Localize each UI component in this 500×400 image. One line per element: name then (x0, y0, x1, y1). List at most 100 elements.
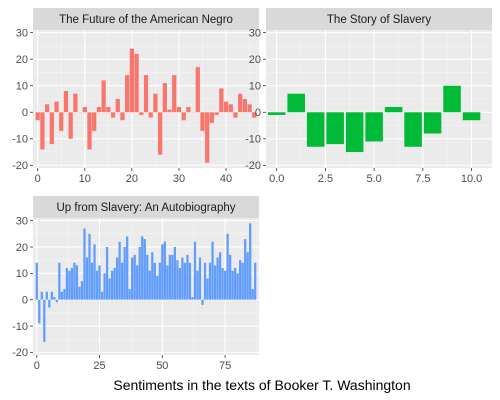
bar (176, 106, 182, 113)
bar (156, 275, 159, 300)
bar (60, 291, 64, 300)
bar (163, 241, 166, 300)
bar (219, 88, 224, 113)
bar (251, 289, 254, 300)
bar (166, 265, 169, 300)
bar (133, 254, 136, 300)
bar (195, 67, 200, 113)
x-tick-label: 10 (79, 173, 91, 185)
bar (186, 254, 189, 300)
bar (65, 268, 69, 300)
bar (49, 112, 54, 145)
x-tick-label: 7.5 (415, 173, 430, 185)
bar (158, 262, 161, 300)
bar (241, 262, 244, 300)
bar (129, 48, 134, 113)
x-tick-label: 75 (219, 360, 231, 372)
bar (213, 265, 217, 300)
bar (186, 106, 191, 113)
bar (181, 112, 186, 121)
y-tick-label: 0 (22, 107, 28, 119)
bar (105, 246, 109, 300)
x-tick-label: 10.0 (461, 173, 482, 185)
bar (267, 112, 286, 115)
bar (254, 262, 257, 300)
y-tick-label: -20 (12, 160, 28, 172)
bar (75, 265, 79, 300)
bar (55, 299, 58, 303)
bar (87, 112, 92, 150)
x-tick-label: 20 (126, 173, 138, 185)
bar (158, 112, 163, 155)
bar (214, 112, 219, 115)
bar (50, 291, 53, 300)
bar (231, 270, 234, 300)
bar (171, 254, 174, 300)
x-tick-label: 30 (173, 173, 185, 185)
bar (239, 260, 242, 300)
bar (148, 112, 153, 118)
x-tick-label: 0 (35, 173, 41, 185)
bar (236, 273, 239, 300)
bar (162, 83, 167, 113)
bar (209, 112, 215, 123)
bars (267, 85, 481, 153)
bar (181, 257, 184, 300)
bar (115, 257, 119, 300)
bar (200, 112, 205, 131)
bar (45, 291, 48, 300)
facet-title: Up from Slavery: An Autobiography (57, 202, 236, 214)
bar (118, 241, 121, 300)
bar (151, 252, 154, 300)
bar (143, 75, 149, 113)
bar (121, 262, 124, 300)
bar (78, 286, 81, 300)
x-axis: 0.0 2.5 5.0 7.5 10.0 (269, 168, 482, 185)
y-tick-label: 10 (16, 81, 28, 93)
bar (85, 257, 89, 300)
bar (287, 93, 305, 113)
bar (48, 299, 51, 308)
bar (88, 233, 91, 300)
bar (234, 268, 237, 300)
bar (126, 236, 129, 300)
bar (206, 278, 209, 300)
bar (306, 112, 325, 147)
bar (95, 270, 99, 300)
bar (148, 270, 151, 300)
bar (40, 291, 43, 300)
bar (201, 299, 204, 305)
bar (83, 228, 86, 300)
facet-panel-story-of-slavery: The Story of Slavery -20 -10 0 10 20 30 0.0 2.… (245, 8, 492, 185)
x-tick-label: 25 (93, 360, 105, 372)
bar (249, 223, 252, 300)
bar (63, 91, 69, 113)
bar (233, 112, 238, 118)
bar (221, 268, 224, 300)
y-tick-label: 10 (16, 268, 28, 280)
chart-caption: Sentiments in the texts of Booker T. Was… (113, 377, 410, 393)
bar (443, 85, 461, 113)
bar (110, 112, 116, 118)
y-tick-label: -20 (12, 347, 28, 359)
bar (208, 262, 212, 300)
bar (82, 106, 87, 113)
bar (68, 112, 73, 139)
x-tick-label: 0 (34, 360, 40, 372)
bar (113, 268, 116, 300)
bar (188, 262, 192, 300)
bar (45, 104, 50, 113)
gridlines (33, 218, 259, 355)
y-axis: -20 -10 0 10 20 30 (12, 215, 33, 359)
y-tick-label: -10 (12, 134, 28, 146)
bar (218, 252, 222, 300)
bar (110, 270, 114, 300)
bar (35, 262, 38, 300)
bar (244, 239, 247, 300)
bar (178, 268, 182, 300)
x-tick-label: 0.0 (269, 173, 284, 185)
bar (326, 112, 344, 145)
bar (161, 244, 164, 300)
bars (35, 223, 257, 342)
